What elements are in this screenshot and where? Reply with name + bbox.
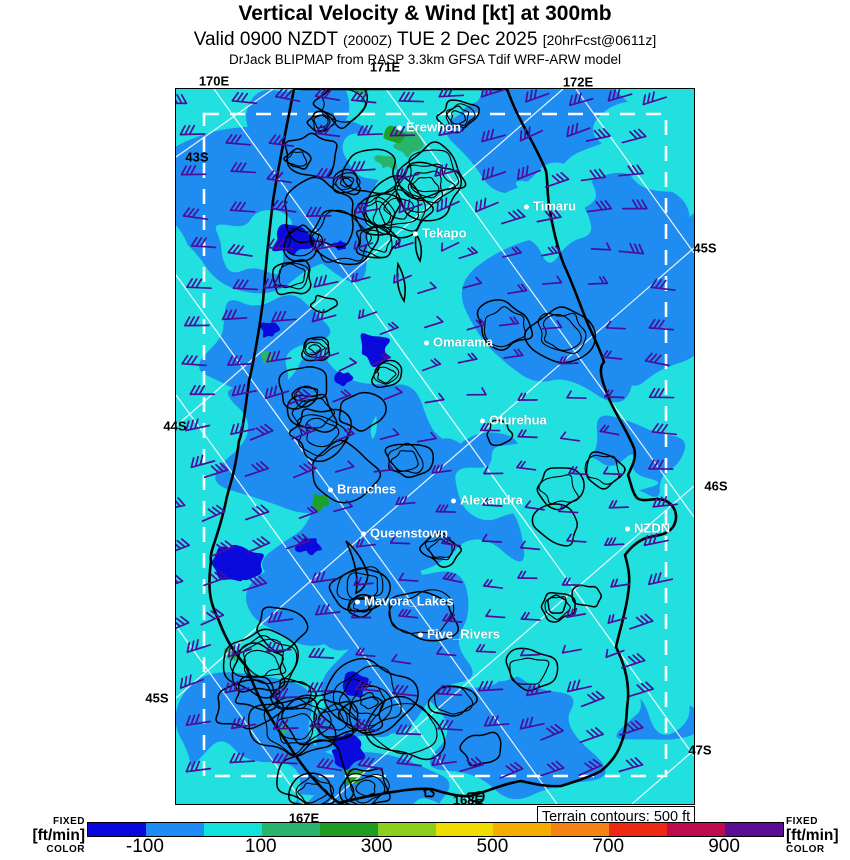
colorbar-tick-900: 900 [708, 836, 740, 857]
town-dot [524, 204, 529, 210]
grid-label-44s: 44S [163, 418, 187, 434]
town-mavora_lakes: Mavora_Lakes [355, 594, 454, 609]
colorbar-segment [377, 823, 436, 836]
grid-label-47s: 47S [688, 742, 712, 758]
valid-date: TUE 2 Dec 2025 [396, 28, 538, 50]
valid-time-line: Valid 0900 NZDT (2000Z) TUE 2 Dec 2025 [… [0, 29, 850, 50]
colorbar-tick-700: 700 [592, 836, 625, 857]
town-nzdn: NZDN [625, 521, 670, 536]
page-title: Vertical Velocity & Wind [kt] at 300mb [238, 2, 612, 25]
town-dot [451, 498, 456, 504]
figure-header: Vertical Velocity & Wind [kt] at 300mb V… [0, 2, 850, 67]
town-queenstown: Queenstown [361, 526, 448, 541]
colorbar-segment [319, 823, 378, 836]
town-five_rivers: Five_Rivers [418, 627, 500, 642]
town-dot [328, 487, 333, 493]
colorbar-segment [667, 823, 726, 836]
town-dot [418, 632, 423, 638]
colorbar-segment [145, 823, 204, 836]
forecast-run: [20hrFcst@0611z] [542, 31, 657, 48]
colorbar-segment [203, 823, 262, 836]
colorbar-fixed-label: FIXED [53, 816, 85, 827]
grid-label-46s: 46S [704, 478, 728, 494]
blipmap-plot [176, 89, 694, 804]
colorbar-units-left: FIXED [ft/min] COLOR [0, 817, 87, 855]
town-erewhon: Erewhon [397, 120, 461, 135]
colorbar-segment [609, 823, 668, 836]
town-dot [397, 125, 402, 131]
grid-label-171e: 171E [369, 59, 401, 75]
colorbar-color-label: COLOR [46, 843, 85, 855]
colorbar-unit-label: [ft/min] [786, 827, 839, 844]
town-dot [625, 526, 630, 532]
valid-time-utc: (2000Z) [342, 31, 393, 48]
colorbar-tick-300: 300 [360, 836, 393, 857]
town-omarama: Omarama [424, 335, 493, 350]
model-attribution: DrJack BLIPMAP from RASP 3.3km GFSA Tdif… [228, 51, 622, 67]
town-oturehua: Oturehua [480, 413, 547, 428]
colorbar-tick-100: 100 [244, 836, 277, 857]
grid-label-45s: 45S [693, 240, 717, 256]
colorbar-segment [435, 823, 494, 836]
town-timaru: Timaru [524, 199, 576, 214]
valid-time: Valid 0900 NZDT [193, 28, 338, 50]
town-alexandra: Alexandra [451, 493, 523, 508]
town-tekapo: Tekapo [413, 226, 467, 241]
grid-label-172e: 172E [562, 74, 594, 90]
colorbar-fixed-label: FIXED [786, 816, 818, 827]
colorbar-segment [493, 823, 552, 836]
map-canvas [175, 88, 695, 805]
velocity-colorbar [87, 822, 784, 837]
colorbar-tick-500: 500 [476, 836, 509, 857]
town-dot [480, 418, 485, 424]
town-dot [424, 340, 429, 346]
colorbar-segment [725, 823, 784, 836]
grid-label-170e: 170E [198, 73, 230, 89]
town-dot [355, 599, 360, 605]
colorbar-units-right: FIXED [ft/min] COLOR [786, 817, 850, 855]
colorbar-tick--100: -100 [125, 836, 164, 857]
colorbar-segment [88, 823, 146, 836]
colorbar-segment [261, 823, 320, 836]
colorbar-unit-label: [ft/min] [32, 827, 85, 844]
town-branches: Branches [328, 482, 396, 497]
grid-label-43s: 43S [185, 149, 209, 165]
grid-label-45s: 45S [145, 690, 169, 706]
grid-label-168e: 168E [452, 792, 484, 808]
town-dot [361, 531, 366, 537]
town-dot [413, 231, 418, 237]
colorbar-color-label: COLOR [786, 843, 825, 855]
colorbar-segment [551, 823, 610, 836]
grid-label-167e: 167E [288, 810, 320, 826]
